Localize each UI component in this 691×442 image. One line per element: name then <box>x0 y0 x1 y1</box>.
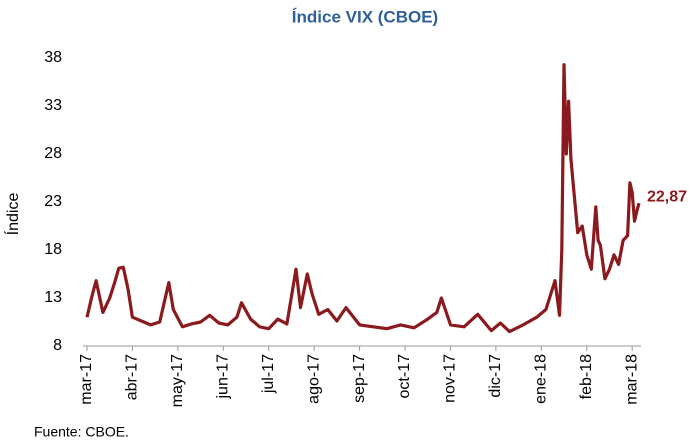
y-tick-label: 18 <box>44 241 62 258</box>
y-tick-label: 13 <box>44 289 62 306</box>
y-tick-label: 23 <box>44 193 62 210</box>
value-label: 22,87 <box>647 188 687 205</box>
x-tick-label: jul-17 <box>260 354 277 394</box>
x-tick-label: dic-17 <box>487 354 504 398</box>
y-tick-label: 38 <box>44 49 62 66</box>
y-tick-label: 33 <box>44 97 62 114</box>
x-tick-label: may-17 <box>169 354 186 407</box>
x-tick-label: mar-17 <box>78 354 95 405</box>
y-axis-label: Índice <box>3 193 22 236</box>
y-tick-label: 28 <box>44 145 62 162</box>
x-tick-label: mar-18 <box>623 354 640 405</box>
x-tick-label: ene-18 <box>533 354 550 404</box>
chart-title: Índice VIX (CBOE) <box>292 7 438 26</box>
x-tick-label: feb-18 <box>578 354 595 399</box>
x-tick-label: ago-17 <box>305 354 322 404</box>
x-tick-label: jun-17 <box>215 354 232 400</box>
source: Fuente: CBOE. <box>34 424 129 440</box>
line <box>85 63 641 334</box>
x-tick-label: sep-17 <box>351 354 368 403</box>
x-tick-label: nov-17 <box>442 354 459 403</box>
x-tick-label: oct-17 <box>396 354 413 399</box>
y-tick-label: 8 <box>53 337 62 354</box>
x-tick-label: abr-17 <box>124 354 141 400</box>
